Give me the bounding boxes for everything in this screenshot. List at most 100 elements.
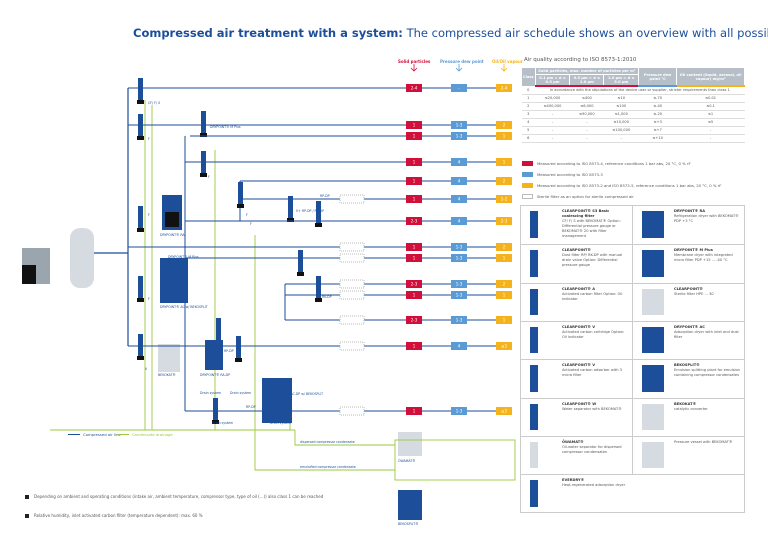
solid-class-value: 1	[413, 344, 416, 349]
component-label: V+ RP-DP / RK-DP	[296, 209, 324, 213]
solid-class-box	[406, 243, 422, 251]
bekosplit-icon	[398, 490, 422, 520]
product-item: BEKOSPLIT® Emulsion splitting plant for e…	[674, 363, 742, 378]
filter-icon	[138, 276, 143, 298]
component-label: RK-DP	[322, 295, 332, 299]
drain-icon	[137, 356, 144, 360]
sterile-filter-option-icon	[339, 253, 365, 263]
solid-class-value: 1	[413, 123, 416, 128]
component-label: RP-DP	[224, 349, 234, 353]
component-label: F	[148, 213, 150, 217]
arrow-down-icon	[500, 64, 508, 72]
bekokat-icon	[158, 344, 180, 372]
legend-condensate: Condensate drainage	[117, 432, 173, 437]
sterile-filter-option-icon	[339, 290, 365, 300]
product-description: Refrigeration dryer with BEKOMAT® PDP +3…	[674, 214, 739, 223]
solid-class-value: 1	[413, 293, 416, 298]
table-cell: ≤0.01	[676, 94, 745, 103]
dew-class-value: 1-3	[456, 134, 463, 139]
table-cell: ≤5	[676, 118, 745, 127]
table-row: 6- - - ≤+10-	[521, 134, 745, 143]
product-description: CF/ F/ S with BEKOMAT® Option: Different…	[562, 219, 621, 238]
pressure-vessel-icon	[70, 228, 94, 288]
product-description: Membrane dryer with integrated micro fil…	[674, 253, 733, 262]
table-cell: ≤-70	[638, 94, 677, 103]
table-cell: 4	[521, 118, 536, 127]
component-label: Drain system	[212, 421, 233, 425]
oil-class-value: 1	[503, 318, 506, 323]
dew-class-box	[451, 84, 467, 92]
product-icon	[530, 404, 538, 430]
solid-particles-header: Solid particles	[398, 59, 431, 64]
dew-class-value: 1-3	[456, 293, 463, 298]
legend-text: Measured according to ISO 8573-4, refere…	[537, 161, 691, 166]
solid-class-box	[406, 121, 422, 129]
drain-icon	[287, 218, 294, 222]
drain-icon	[212, 420, 219, 424]
dew-class-box	[451, 243, 467, 251]
legend-swatch	[522, 194, 533, 199]
product-name: EVERDRY®	[562, 478, 585, 482]
filter-icon	[316, 276, 321, 298]
solid-class-box	[406, 280, 422, 288]
dew-class-box	[451, 280, 467, 288]
oil-class-value: 2	[503, 123, 506, 128]
table-cell: ≤-20	[638, 110, 677, 119]
th-s3: 1.0 µm < d ≤ 5.0 µm	[603, 74, 640, 87]
filter-icon	[138, 78, 143, 100]
product-name: DRYPOINT® AC	[674, 325, 705, 329]
dew-class-value: 1-3	[456, 123, 463, 128]
filter-icon	[288, 196, 293, 218]
drain-icon	[137, 228, 144, 232]
th-s2: 0.5 µm < d ≤ 1.0 µm	[569, 74, 605, 87]
component-label: CF/ F/ S	[148, 101, 160, 105]
legend-text: Measured according to ISO 8573-3	[537, 172, 603, 177]
component-label: F	[246, 213, 248, 217]
dew-class-value: 1-3	[456, 409, 463, 414]
product-description: Emulsion splitting plant for emulsion co…	[674, 368, 740, 377]
product-description: Oil-water separator for dispersed compre…	[562, 445, 622, 454]
table-cell: ≤90,000	[569, 110, 604, 119]
dew-class-box	[451, 177, 467, 185]
drypoint-ac-dp-icon	[262, 378, 292, 423]
oil-class-box	[496, 316, 512, 324]
product-name: BEKOSPLIT®	[674, 363, 700, 367]
filter-icon	[236, 336, 241, 358]
solid-class-value: 2-3	[411, 318, 418, 323]
drypoint-ac-icon	[160, 258, 188, 303]
product-item: DRYPOINT® M Plus Membrane dryer with inte…	[674, 248, 742, 263]
dew-class-value: 4	[458, 179, 461, 184]
filter-icon	[201, 111, 206, 133]
component-label: Drain system	[200, 391, 221, 395]
drain-icon	[235, 358, 242, 362]
product-icon	[642, 327, 664, 353]
solid-class-box	[406, 254, 422, 262]
oil-class-box	[496, 280, 512, 288]
table-cell: ≤10,000	[603, 118, 639, 127]
oil-class-box	[496, 121, 512, 129]
product-description: Heat-regenerated adsorption dryer	[562, 483, 626, 487]
solid-class-box	[406, 407, 422, 415]
table-cell: ≤400	[569, 94, 604, 103]
sterile-filter-option-icon	[339, 341, 365, 351]
table-cell: 1	[521, 94, 536, 103]
filter-icon	[138, 334, 143, 356]
product-item: CLEARPOINT® S3 Basic coalescing filter CF…	[562, 209, 630, 239]
product-description: Activated carbon filter Option: Oil indi…	[562, 292, 623, 301]
component-label: DRYPOINT® M Plus	[210, 125, 241, 129]
footnote-2: Relative humidity, inlet activated carbo…	[25, 513, 203, 519]
iso-table-title: Air quality according to ISO 8573-1:2010	[524, 57, 637, 63]
solid-class-value: 2-3	[411, 282, 418, 287]
table-row: 3- ≤90,000 ≤1,000 ≤-20 ≤1	[521, 110, 745, 119]
oil-header: Oil/Oil vapour	[492, 59, 523, 64]
table-cell: 5	[521, 126, 536, 135]
table-cell: ≤100,000	[603, 126, 639, 135]
table-cell: ≤+3	[638, 118, 677, 127]
arrow-down-icon	[455, 64, 463, 72]
oil-class-value: 1	[503, 160, 506, 165]
table-cell: -	[535, 126, 570, 135]
solid-class-box	[406, 291, 422, 299]
oil-class-box	[496, 291, 512, 299]
table-cell: ≤+10	[638, 134, 677, 143]
